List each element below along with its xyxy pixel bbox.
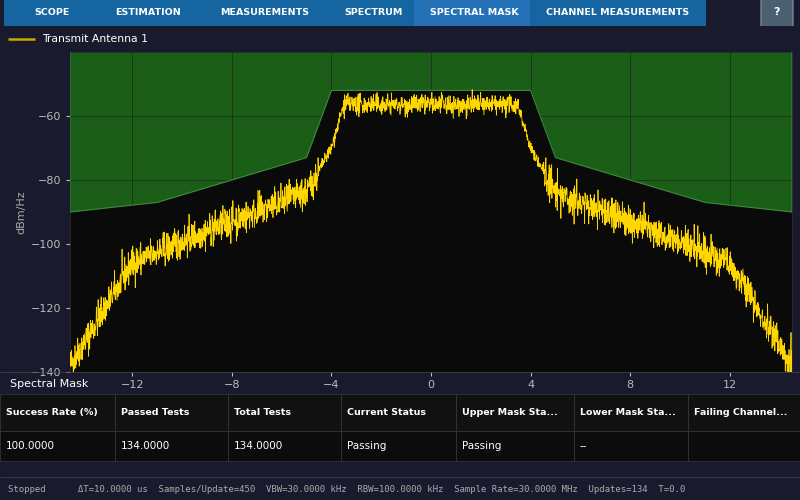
Bar — [341, 394, 456, 431]
Bar — [228, 394, 341, 431]
Y-axis label: dBm/Hz: dBm/Hz — [16, 190, 26, 234]
Text: Success Rate (%): Success Rate (%) — [6, 408, 98, 417]
Bar — [228, 431, 341, 461]
Text: Lower Mask Sta...: Lower Mask Sta... — [580, 408, 676, 417]
Bar — [115, 431, 228, 461]
Text: SPECTRUM: SPECTRUM — [345, 8, 403, 17]
Text: Spectral Mask: Spectral Mask — [10, 379, 88, 389]
Bar — [0, 431, 115, 461]
Bar — [688, 394, 800, 431]
Text: Transmit Antenna 1: Transmit Antenna 1 — [42, 34, 148, 44]
Bar — [574, 431, 688, 461]
Bar — [574, 394, 688, 431]
X-axis label: Frequency (MHz): Frequency (MHz) — [378, 396, 483, 409]
Text: Passing: Passing — [347, 441, 386, 451]
Text: ?: ? — [774, 8, 780, 18]
Text: CHANNEL MEASUREMENTS: CHANNEL MEASUREMENTS — [546, 8, 690, 17]
Text: Stopped      ΔT=10.0000 us  Samples/Update=450  VBW=30.0000 kHz  RBW=100.0000 kH: Stopped ΔT=10.0000 us Samples/Update=450… — [8, 484, 686, 494]
Text: SCOPE: SCOPE — [34, 8, 70, 17]
Bar — [4, 0, 100, 26]
Bar — [456, 431, 574, 461]
Bar — [90, 0, 206, 26]
Text: MEASUREMENTS: MEASUREMENTS — [221, 8, 310, 17]
Bar — [688, 431, 800, 461]
Bar — [530, 0, 706, 26]
Text: SPECTRAL MASK: SPECTRAL MASK — [430, 8, 518, 17]
Text: ESTIMATION: ESTIMATION — [115, 8, 181, 17]
Text: Upper Mask Sta...: Upper Mask Sta... — [462, 408, 558, 417]
Text: Total Tests: Total Tests — [234, 408, 291, 417]
Bar — [115, 394, 228, 431]
Text: Failing Channel...: Failing Channel... — [694, 408, 787, 417]
Text: Current Status: Current Status — [347, 408, 426, 417]
Text: 100.0000: 100.0000 — [6, 441, 55, 451]
Text: 134.0000: 134.0000 — [121, 441, 170, 451]
Bar — [456, 394, 574, 431]
Text: 134.0000: 134.0000 — [234, 441, 283, 451]
Bar — [197, 0, 333, 26]
Text: Passed Tests: Passed Tests — [121, 408, 190, 417]
Bar — [414, 0, 534, 26]
Text: Passing: Passing — [462, 441, 502, 451]
FancyBboxPatch shape — [761, 0, 793, 49]
Bar — [0, 394, 115, 431]
Text: --: -- — [580, 441, 587, 451]
Bar — [328, 0, 420, 26]
Bar — [341, 431, 456, 461]
